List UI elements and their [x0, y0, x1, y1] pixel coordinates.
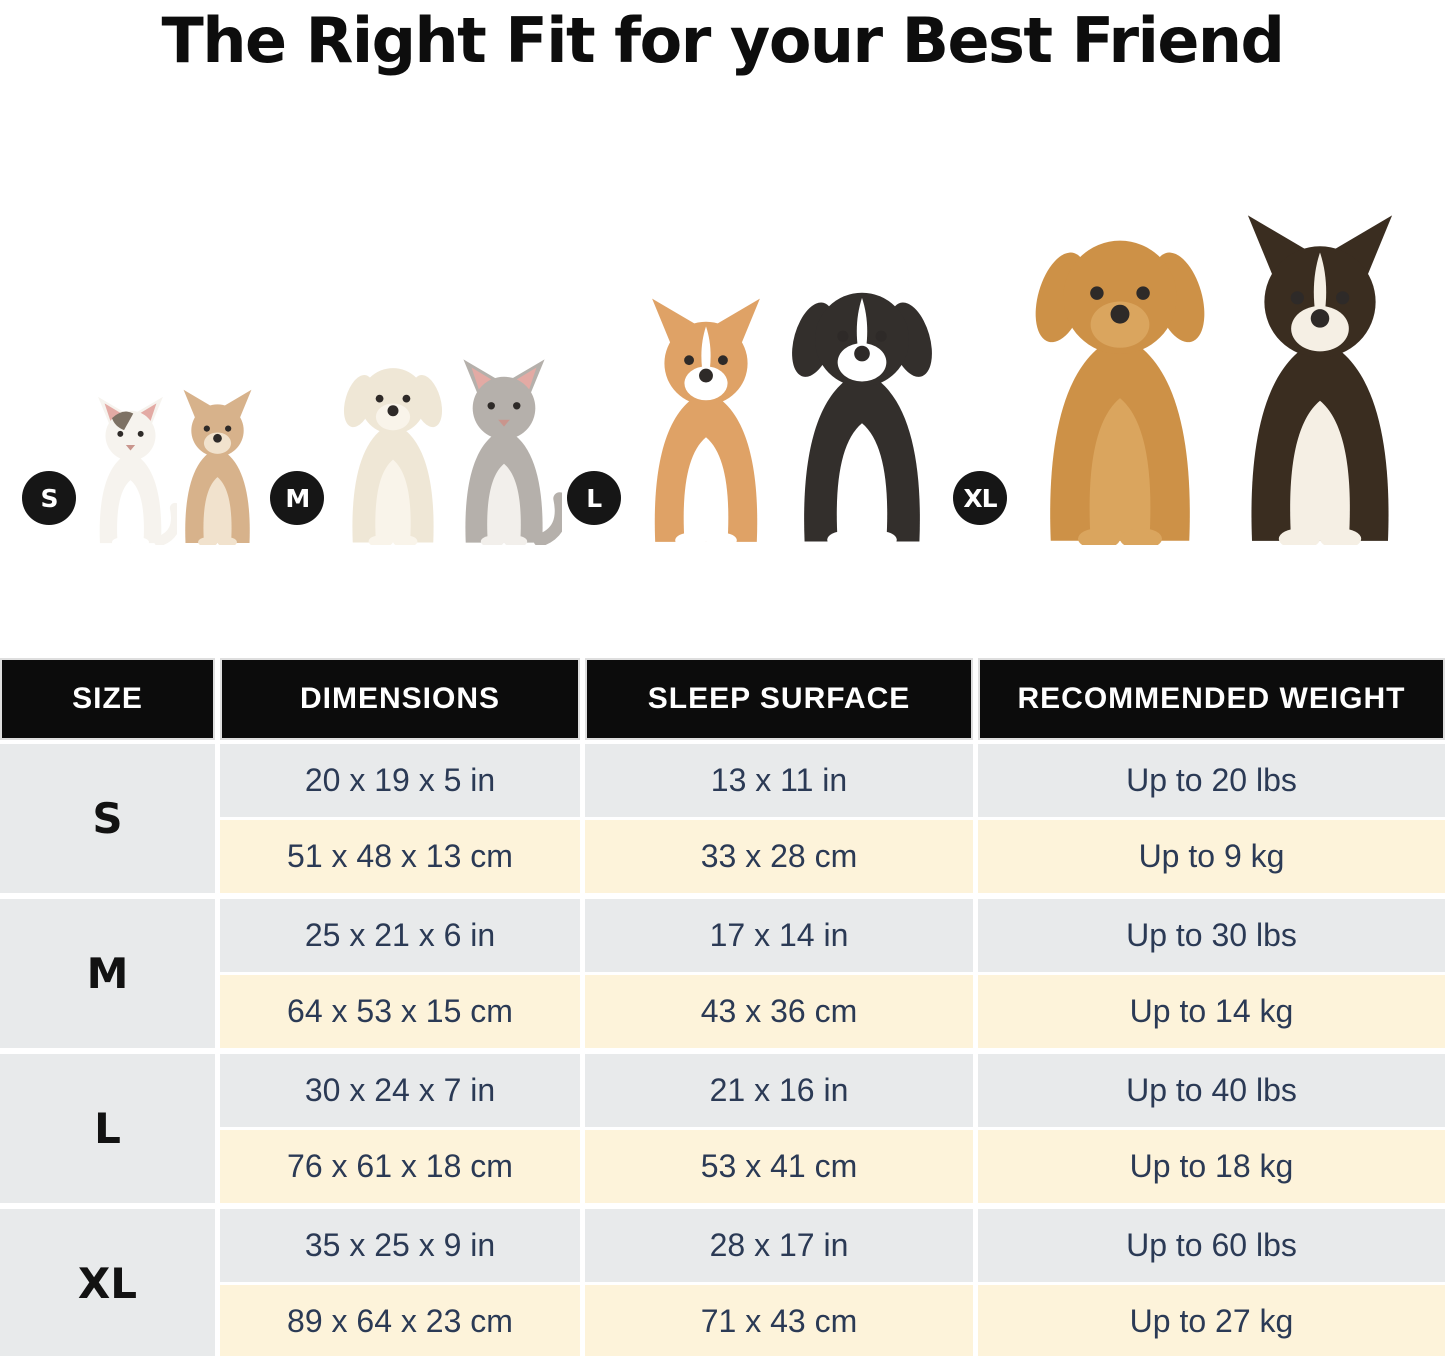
- size-badge-xl-label: XL: [963, 483, 997, 513]
- size-cell-m: M: [0, 899, 215, 1048]
- dimensions-in-s: 20 x 19 x 5 in: [220, 744, 580, 817]
- sleep-surface-in-l: 21 x 16 in: [585, 1054, 973, 1127]
- maltese-puppy-image: [332, 347, 454, 545]
- pets-row: S M L XL: [0, 0, 1445, 545]
- table-group-xl: XL 35 x 25 x 9 in 28 x 17 in Up to 60 lb…: [0, 1209, 1445, 1356]
- column-header-recommended-weight: RECOMMENDED WEIGHT: [978, 658, 1445, 740]
- page-title: The Right Fit for your Best Friend: [161, 4, 1285, 77]
- dimensions-in-m: 25 x 21 x 6 in: [220, 899, 580, 972]
- pet-group-small: S: [22, 387, 266, 545]
- white-cat-image: [84, 395, 177, 545]
- size-cell-s: S: [0, 744, 215, 893]
- size-badge-l-label: L: [586, 483, 602, 513]
- column-header-size: SIZE: [0, 658, 215, 740]
- weight-kg-s: Up to 9 kg: [978, 820, 1445, 893]
- gray-cat-image: [446, 357, 563, 545]
- table-group-s: S 20 x 19 x 5 in 13 x 11 in Up to 20 lbs…: [0, 744, 1445, 893]
- size-cell-xl: XL: [0, 1209, 215, 1356]
- dimensions-in-xl: 35 x 25 x 9 in: [220, 1209, 580, 1282]
- weight-kg-m: Up to 14 kg: [978, 975, 1445, 1048]
- weight-kg-l: Up to 18 kg: [978, 1130, 1445, 1203]
- corgi-image: [629, 295, 783, 545]
- sleep-surface-cm-m: 43 x 36 cm: [585, 975, 973, 1048]
- table-group-m: M 25 x 21 x 6 in 17 x 14 in Up to 30 lbs…: [0, 899, 1445, 1048]
- size-badge-m-label: M: [285, 483, 310, 513]
- size-cell-l: L: [0, 1054, 215, 1203]
- size-table: SIZE DIMENSIONS SLEEP SURFACE RECOMMENDE…: [0, 658, 1445, 1356]
- size-badge-xl: XL: [952, 471, 1007, 525]
- size-badge-m: M: [270, 471, 325, 525]
- dimensions-cm-l: 76 x 61 x 18 cm: [220, 1130, 580, 1203]
- sleep-surface-in-m: 17 x 14 in: [585, 899, 973, 972]
- dimensions-cm-xl: 89 x 64 x 23 cm: [220, 1285, 580, 1356]
- column-header-dimensions: DIMENSIONS: [220, 658, 580, 740]
- size-badge-s: S: [22, 471, 76, 525]
- sleep-surface-in-s: 13 x 11 in: [585, 744, 973, 817]
- table-group-l: L 30 x 24 x 7 in 21 x 16 in Up to 40 lbs…: [0, 1054, 1445, 1203]
- weight-kg-xl: Up to 27 kg: [978, 1285, 1445, 1356]
- weight-lbs-xl: Up to 60 lbs: [978, 1209, 1445, 1282]
- chihuahua-image: [169, 387, 266, 545]
- sleep-surface-cm-s: 33 x 28 cm: [585, 820, 973, 893]
- pet-group-medium: M: [270, 347, 563, 545]
- sleep-surface-in-xl: 28 x 17 in: [585, 1209, 973, 1282]
- border-collie-image: [775, 263, 949, 545]
- weight-lbs-m: Up to 30 lbs: [978, 899, 1445, 972]
- sleep-surface-cm-l: 53 x 41 cm: [585, 1130, 973, 1203]
- rough-collie-image: [1217, 211, 1423, 545]
- weight-lbs-l: Up to 40 lbs: [978, 1054, 1445, 1127]
- golden-retriever-image: [1015, 205, 1225, 545]
- pet-group-xlarge: XL: [952, 205, 1423, 545]
- column-header-sleep-surface: SLEEP SURFACE: [585, 658, 973, 740]
- dimensions-cm-m: 64 x 53 x 15 cm: [220, 975, 580, 1048]
- size-badge-l: L: [566, 471, 621, 525]
- weight-lbs-s: Up to 20 lbs: [978, 744, 1445, 817]
- table-header-row: SIZE DIMENSIONS SLEEP SURFACE RECOMMENDE…: [0, 658, 1445, 740]
- sleep-surface-cm-xl: 71 x 43 cm: [585, 1285, 973, 1356]
- dimensions-in-l: 30 x 24 x 7 in: [220, 1054, 580, 1127]
- size-badge-s-label: S: [40, 483, 58, 513]
- pet-group-large: L: [566, 263, 949, 545]
- dimensions-cm-s: 51 x 48 x 13 cm: [220, 820, 580, 893]
